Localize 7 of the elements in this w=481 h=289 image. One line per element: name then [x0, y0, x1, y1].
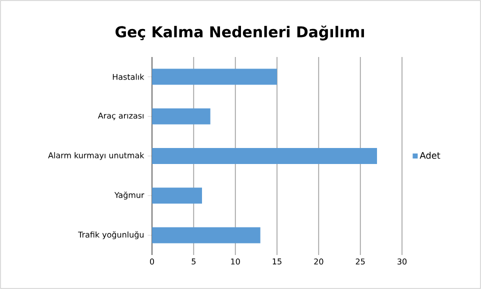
legend-label: Adet: [420, 152, 440, 159]
chart-title: Geç Kalma Nedenleri Dağılımı: [116, 26, 364, 40]
bar: [152, 148, 378, 164]
bar: [152, 188, 202, 204]
bar: [152, 68, 278, 85]
bar: [152, 108, 210, 124]
bar: [152, 227, 260, 244]
